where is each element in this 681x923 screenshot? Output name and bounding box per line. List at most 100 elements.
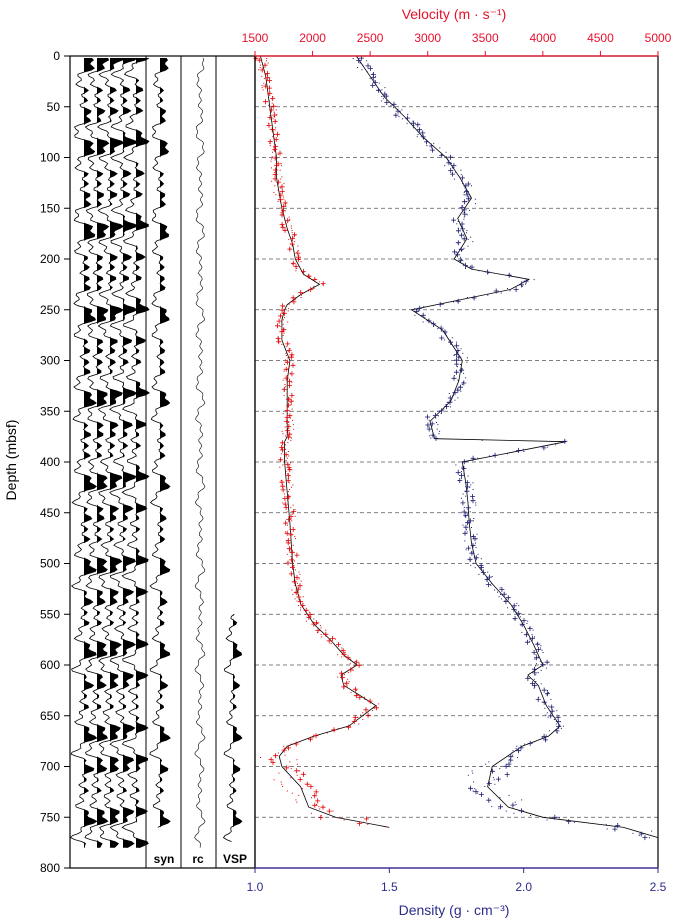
data-dot: [290, 486, 292, 488]
data-point: [280, 224, 286, 230]
data-point: [263, 99, 268, 105]
data-point: [277, 150, 283, 156]
data-dot: [320, 815, 322, 816]
data-dot: [455, 464, 457, 466]
data-point: [527, 626, 533, 632]
data-point: [549, 704, 555, 710]
data-point: [463, 513, 469, 518]
data-point: [320, 281, 326, 287]
data-dot: [285, 460, 287, 461]
data-dot: [471, 500, 473, 502]
data-dot: [480, 558, 482, 560]
data-point: [438, 325, 444, 331]
data-point: [534, 655, 539, 661]
data-dot: [418, 131, 420, 133]
data-point: [273, 143, 279, 149]
data-dot: [562, 725, 564, 727]
data-dot: [416, 312, 418, 314]
data-dot: [474, 544, 476, 546]
data-dot: [290, 768, 292, 770]
data-point: [464, 189, 469, 195]
data-dot: [371, 73, 373, 75]
data-dot: [280, 163, 282, 164]
data-dot: [440, 154, 442, 155]
data-dot: [457, 366, 458, 368]
data-dot: [476, 538, 478, 540]
data-point: [287, 413, 293, 419]
data-dot: [442, 303, 444, 305]
data-dot: [556, 710, 558, 712]
data-dot: [285, 471, 287, 473]
data-dot: [457, 397, 459, 399]
data-dot: [452, 346, 454, 348]
data-dot: [490, 585, 492, 586]
data-point: [375, 87, 381, 93]
data-point: [495, 776, 501, 782]
data-point: [448, 167, 454, 173]
data-dot: [435, 417, 437, 419]
data-dot: [282, 388, 284, 390]
data-dot: [320, 634, 322, 636]
data-point: [442, 329, 448, 335]
data-dot: [287, 221, 289, 222]
data-point: [253, 55, 259, 61]
data-dot: [283, 183, 285, 185]
data-dot: [318, 806, 320, 808]
data-point: [431, 321, 437, 327]
data-dot: [344, 683, 346, 685]
data-dot: [283, 370, 285, 372]
data-point: [272, 176, 278, 182]
data-dot: [298, 259, 300, 260]
data-dot: [487, 571, 489, 573]
data-dot: [296, 267, 298, 269]
data-point: [455, 240, 461, 246]
data-point: [294, 768, 300, 774]
data-point: [516, 611, 522, 616]
data-dot: [463, 234, 465, 236]
data-dot: [274, 171, 276, 173]
data-dot: [632, 832, 634, 834]
data-point: [263, 83, 269, 89]
data-dot: [384, 87, 386, 89]
data-dot: [508, 759, 510, 761]
data-dot: [535, 681, 537, 682]
data-dot: [469, 196, 471, 198]
data-dot: [515, 748, 517, 749]
data-dot: [258, 69, 260, 71]
data-dot: [540, 647, 541, 649]
data-dot: [334, 730, 336, 732]
data-point: [503, 763, 509, 769]
data-dot: [280, 314, 282, 316]
data-dot: [343, 687, 345, 689]
data-point: [527, 740, 533, 746]
data-dot: [463, 218, 465, 220]
data-point: [456, 354, 462, 360]
data-dot: [289, 551, 291, 553]
data-dot: [460, 497, 462, 499]
data-dot: [467, 513, 469, 515]
data-dot: [461, 207, 463, 209]
data-dot: [449, 406, 451, 408]
data-dot: [461, 180, 463, 182]
data-dot: [261, 87, 263, 89]
data-dot: [418, 129, 420, 131]
data-dot: [292, 484, 294, 486]
data-dot: [281, 783, 283, 785]
data-point: [459, 175, 465, 181]
data-point: [272, 112, 278, 118]
data-point: [523, 632, 529, 638]
data-dot: [277, 341, 279, 343]
data-dot: [455, 254, 457, 256]
data-dot: [373, 707, 375, 709]
wiggle-trace: [109, 57, 138, 849]
data-point: [341, 652, 347, 657]
data-point: [279, 479, 285, 485]
data-point: [336, 642, 341, 647]
data-dot: [513, 618, 515, 620]
data-point: [370, 82, 376, 88]
data-point: [269, 127, 275, 132]
data-point: [467, 556, 473, 562]
wiggle-fill: [110, 58, 124, 848]
data-point: [276, 179, 281, 185]
data-dot: [500, 593, 501, 595]
